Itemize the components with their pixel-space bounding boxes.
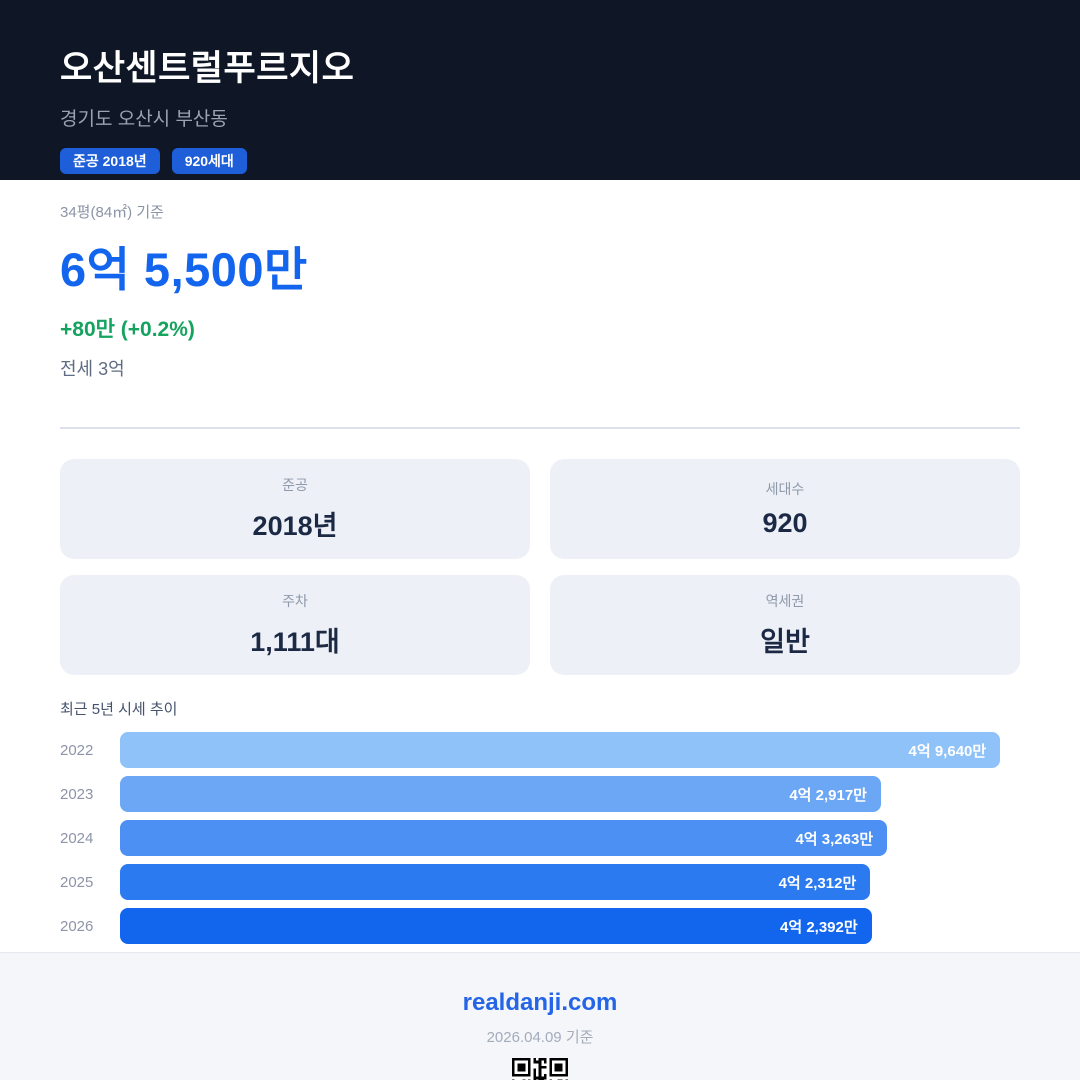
card-parking: 주차 1,111대 [60,575,530,675]
card-label: 세대수 [765,481,805,497]
address-subtitle: 경기도 오산시 부산동 [60,109,228,130]
year-label: 2025 [60,873,94,891]
card-label: 주차 [282,593,308,609]
bar-track: 4억 9,640만 [120,732,1020,768]
data-date: 2026.04.09 기준 [486,1029,594,1046]
info-card-grid: 준공 2018년 세대수 920 주차 1,111대 역세권 일반 [60,459,1020,675]
price-change: +80만 (+0.2%) [60,318,195,341]
price-trend-chart: 최근 5년 시세 추이 2022 4억 9,640만 2023 4억 2,917… [60,698,1020,952]
bar-track: 4억 3,263만 [120,820,1020,856]
section-divider [60,427,1020,429]
price-bar-2023: 4억 2,917만 [120,776,881,812]
current-price: 6억 5,500만 [60,243,308,296]
price-basis-label: 34평(84㎡) 기준 [60,204,164,221]
card-station-access: 역세권 일반 [550,575,1020,675]
card-completion: 준공 2018년 [60,459,530,559]
card-label: 역세권 [765,593,805,609]
chart-bar-row: 2025 4억 2,312만 [60,864,1020,900]
chart-bar-row: 2026 4억 2,392만 [60,908,1020,944]
bar-track: 4억 2,312만 [120,864,1020,900]
card-value: 1,111대 [250,627,340,657]
chart-bar-row: 2024 4억 3,263만 [60,820,1020,856]
footer: realdanji.com 2026.04.09 기준 [0,952,1080,1080]
page-title: 오산센트럴푸르지오 [60,49,355,88]
price-bar-2022: 4억 9,640만 [120,732,1001,768]
card-value: 2018년 [252,511,338,541]
completion-year-badge: 준공 2018년 [60,148,160,174]
price-bar-2025: 4억 2,312만 [120,864,871,900]
card-value: 920 [762,508,808,538]
year-label: 2024 [60,829,94,847]
chart-title: 최근 5년 시세 추이 [60,701,178,718]
bar-track: 4억 2,917만 [120,776,1020,812]
badge-row: 준공 2018년 920세대 [60,148,1020,174]
price-bar-2026: 4억 2,392만 [120,908,872,944]
bar-track: 4억 2,392만 [120,908,1020,944]
year-label: 2022 [60,741,94,759]
household-count-badge: 920세대 [171,148,247,174]
price-section: 34평(84㎡) 기준 6억 5,500만 +80만 (+0.2%) 전세 3억 [0,201,1080,381]
card-value: 일반 [760,627,810,657]
year-label: 2023 [60,785,94,803]
card-households: 세대수 920 [550,459,1020,559]
jeonse-price: 전세 3억 [60,359,125,379]
price-bar-2024: 4억 3,263만 [120,820,888,856]
qr-code-icon [512,1058,568,1080]
chart-bar-row: 2022 4억 9,640만 [60,732,1020,768]
header: 오산센트럴푸르지오 경기도 오산시 부산동 준공 2018년 920세대 [0,0,1080,180]
site-link[interactable]: realdanji.com [462,989,618,1016]
card-label: 준공 [282,477,308,493]
chart-bar-row: 2023 4억 2,917만 [60,776,1020,812]
year-label: 2026 [60,917,94,935]
